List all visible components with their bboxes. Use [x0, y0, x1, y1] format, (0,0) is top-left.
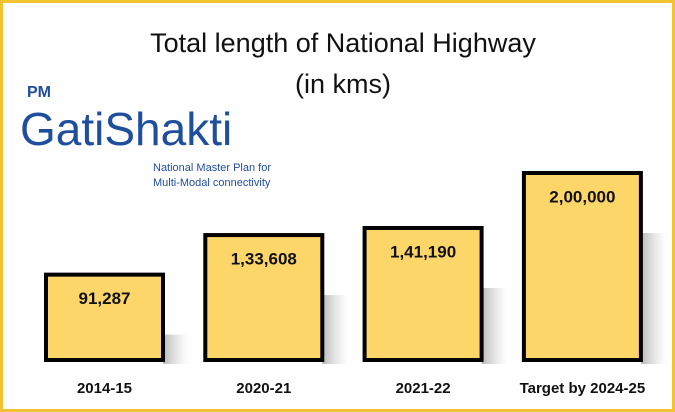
bar-shadow: [640, 233, 667, 364]
value-label: 91,287: [79, 289, 131, 308]
bar: [44, 272, 165, 363]
value-label: 2,00,000: [549, 187, 615, 206]
x-tick-label: Target by 2024-25: [520, 380, 646, 397]
bar-shadow: [163, 334, 189, 364]
value-label: 1,33,608: [231, 250, 297, 269]
logo-tagline: National Master Plan for: [153, 162, 271, 174]
bar-shadow: [322, 295, 349, 364]
x-tick-label: 2021-22: [396, 380, 451, 397]
logo-prefix: PM: [27, 84, 51, 101]
x-tick-label: 2014-15: [77, 380, 132, 397]
chart-subtitle: (in kms): [295, 69, 391, 99]
bar: [521, 171, 643, 362]
logo-name: GatiShakti: [20, 103, 232, 155]
value-label: 1,41,190: [390, 242, 456, 261]
logo-tagline: Multi-Modal connectivity: [153, 177, 271, 189]
chart-title: Total length of National Highway: [150, 28, 536, 58]
x-tick-label: 2020-21: [236, 380, 291, 397]
bar-shadow: [481, 287, 508, 364]
bar: [362, 225, 484, 362]
bar: [203, 233, 325, 362]
